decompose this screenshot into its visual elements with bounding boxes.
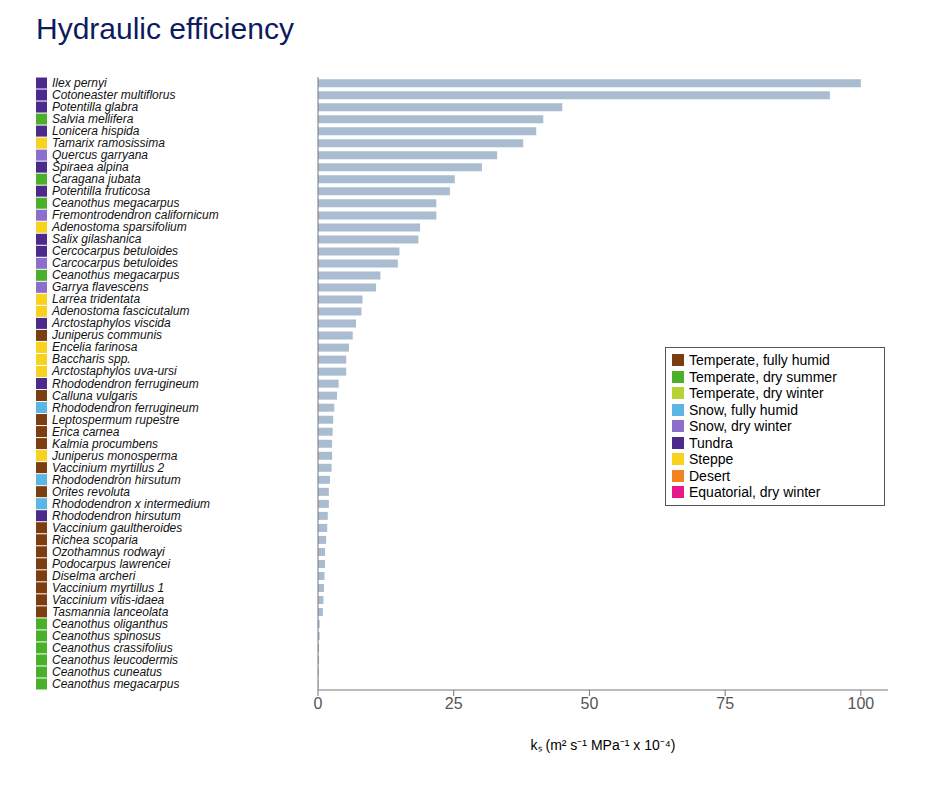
html-text:Temperate, fully humid: Temperate, fully humid xyxy=(689,352,830,369)
svg-text:Vaccinium gaultheroides: Vaccinium gaultheroides xyxy=(52,520,183,535)
svg-text:Calluna vulgaris: Calluna vulgaris xyxy=(52,388,138,403)
svg-text:Richea scoparia: Richea scoparia xyxy=(52,532,138,547)
html-text:Snow, fully humid: Snow, fully humid xyxy=(689,401,798,418)
svg-text:Carcocarpus betuloides: Carcocarpus betuloides xyxy=(52,256,179,271)
svg-text:Ceanothus oliganthus: Ceanothus oliganthus xyxy=(52,616,169,631)
svg-text:Rhododendron ferrugineum: Rhododendron ferrugineum xyxy=(52,376,199,391)
svg-text:Garrya flavescens: Garrya flavescens xyxy=(52,280,149,295)
svg-text:Adenostoma sparsifolium: Adenostoma sparsifolium xyxy=(52,220,187,235)
html-text:Equatorial, dry winter: Equatorial, dry winter xyxy=(689,484,821,501)
svg-text:Encelia farinosa: Encelia farinosa xyxy=(52,340,138,355)
svg-text:Fremontrodendron californicum: Fremontrodendron californicum xyxy=(52,208,219,223)
svg-text:Adenostoma fascicutalum: Adenostoma fascicutalum xyxy=(52,304,190,319)
svg-text:Ceanothus megacarpus: Ceanothus megacarpus xyxy=(52,268,180,283)
svg-text:Arctostaphylos uva-ursi: Arctostaphylos uva-ursi xyxy=(52,364,177,379)
svg-text:Diselma archeri: Diselma archeri xyxy=(52,568,136,583)
svg-text:0: 0 xyxy=(314,695,323,712)
svg-text:Juniperus communis: Juniperus communis xyxy=(52,328,162,343)
svg-text:Rhododendron hirsutum: Rhododendron hirsutum xyxy=(52,472,181,487)
svg-text:Ceanothus leucodermis: Ceanothus leucodermis xyxy=(52,653,179,667)
svg-text:Tasmannia lanceolata: Tasmannia lanceolata xyxy=(52,604,169,619)
svg-text:100: 100 xyxy=(848,695,875,712)
svg-text:Tamarix ramosissima: Tamarix ramosissima xyxy=(52,136,165,151)
svg-text:75: 75 xyxy=(716,695,734,712)
svg-text:Kalmia procumbens: Kalmia procumbens xyxy=(52,436,159,451)
svg-text:25: 25 xyxy=(445,695,463,712)
svg-text:Vaccinium vitis-idaea: Vaccinium vitis-idaea xyxy=(52,592,165,607)
html-text:Temperate, dry summer: Temperate, dry summer xyxy=(689,368,837,385)
svg-text:Salvia mellifera: Salvia mellifera xyxy=(52,112,134,127)
svg-text:Cotoneaster multiflorus: Cotoneaster multiflorus xyxy=(52,88,176,102)
svg-text:Cercocarpus betuloides: Cercocarpus betuloides xyxy=(52,244,179,259)
html-text:Tundra: Tundra xyxy=(689,434,733,451)
html-text:Snow, dry winter: Snow, dry winter xyxy=(689,418,792,435)
svg-text:Ceanothus cuneatus: Ceanothus cuneatus xyxy=(52,665,163,679)
html-text:Steppe: Steppe xyxy=(689,451,734,468)
svg-text:Ceanothus megacarpus: Ceanothus megacarpus xyxy=(52,677,179,691)
svg-text:Ozothamnus rodwayi: Ozothamnus rodwayi xyxy=(52,544,165,559)
svg-text:Lonicera hispida: Lonicera hispida xyxy=(52,124,140,139)
svg-text:Orites revoluta: Orites revoluta xyxy=(52,484,130,499)
svg-text:Quercus garryana: Quercus garryana xyxy=(52,148,148,163)
svg-text:Vaccinium myrtillus 2: Vaccinium myrtillus 2 xyxy=(52,460,165,475)
svg-text:Ilex pernyi: Ilex pernyi xyxy=(52,76,107,90)
svg-text:Larrea tridentata: Larrea tridentata xyxy=(52,292,141,307)
svg-text:Spiraea alpina: Spiraea alpina xyxy=(52,160,129,175)
svg-text:Caragana jubata: Caragana jubata xyxy=(52,172,141,187)
svg-text:Vaccinium myrtillus 1: Vaccinium myrtillus 1 xyxy=(52,580,165,595)
svg-text:Rhododendron x intermedium: Rhododendron x intermedium xyxy=(52,496,211,511)
svg-text:Ceanothus spinosus: Ceanothus spinosus xyxy=(52,628,161,643)
svg-text:Arctostaphylos viscida: Arctostaphylos viscida xyxy=(52,316,171,331)
svg-text:Juniperus monosperma: Juniperus monosperma xyxy=(52,448,178,463)
svg-text:Ceanothus megacarpus: Ceanothus megacarpus xyxy=(52,196,180,211)
svg-text:Rhododendron ferrugineum: Rhododendron ferrugineum xyxy=(52,400,199,415)
html-text:Temperate, dry winter: Temperate, dry winter xyxy=(689,385,824,402)
svg-text:Rhododendron hirsutum: Rhododendron hirsutum xyxy=(52,508,181,523)
svg-text:Ceanothus crassifolius: Ceanothus crassifolius xyxy=(52,640,173,655)
svg-text:Erica carnea: Erica carnea xyxy=(52,424,120,439)
svg-text:kₛ (m² s⁻¹ MPa⁻¹ x 10⁻⁴): kₛ (m² s⁻¹ MPa⁻¹ x 10⁻⁴) xyxy=(531,737,676,753)
svg-text:Baccharis spp.: Baccharis spp. xyxy=(52,352,131,367)
html-text:Desert: Desert xyxy=(689,467,731,484)
svg-text:Potentilla fruticosa: Potentilla fruticosa xyxy=(52,184,151,199)
svg-text:Leptospermum rupestre: Leptospermum rupestre xyxy=(52,412,180,427)
svg-text:Salix gilashanica: Salix gilashanica xyxy=(52,232,142,247)
html-text:Hydraulic efficiency: Hydraulic efficiency xyxy=(36,12,294,45)
svg-text:50: 50 xyxy=(581,695,599,712)
svg-text:Podocarpus lawrencei: Podocarpus lawrencei xyxy=(52,556,171,571)
svg-text:Potentilla glabra: Potentilla glabra xyxy=(52,100,139,114)
